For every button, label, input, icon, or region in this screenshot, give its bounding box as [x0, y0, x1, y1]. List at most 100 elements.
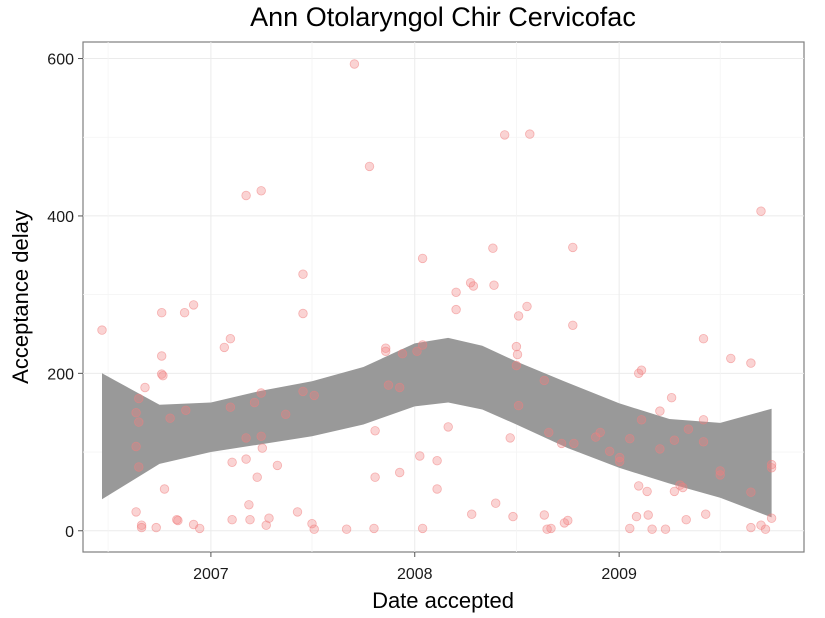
data-point: [625, 523, 635, 534]
data-point: [369, 523, 379, 534]
data-point: [412, 346, 422, 357]
data-point: [417, 253, 428, 264]
data-point: [395, 467, 405, 478]
data-point: [625, 434, 635, 444]
data-point: [669, 486, 680, 497]
data-point: [634, 481, 644, 491]
data-point: [227, 457, 237, 468]
data-point: [241, 433, 251, 443]
y-tick-label: 200: [47, 366, 74, 383]
data-point: [643, 510, 653, 520]
data-point: [245, 515, 255, 525]
x-tick-label: 2007: [193, 566, 229, 583]
data-point: [256, 388, 266, 398]
data-point: [539, 510, 550, 520]
points-layer: [97, 59, 777, 534]
data-point: [181, 405, 191, 416]
data-point: [309, 390, 319, 401]
data-point: [726, 353, 736, 364]
data-point: [701, 509, 711, 519]
data-point: [151, 522, 161, 533]
data-point: [595, 427, 605, 438]
data-point: [370, 426, 380, 436]
x-axis-ticks: 2007 2008 2009: [193, 552, 637, 583]
y-axis-ticks: 0 200 400 600: [47, 52, 83, 541]
data-point: [307, 519, 317, 529]
data-point: [604, 446, 615, 457]
data-point: [227, 515, 237, 525]
data-point: [489, 280, 499, 290]
x-tick-label: 2009: [601, 566, 637, 583]
data-point: [395, 382, 405, 393]
data-point: [252, 472, 262, 482]
data-point: [298, 308, 308, 319]
data-point: [136, 522, 147, 533]
data-point: [513, 400, 524, 411]
data-point: [261, 520, 271, 530]
data-point: [647, 524, 657, 534]
data-point: [415, 451, 425, 461]
data-point: [364, 161, 375, 172]
data-point: [241, 190, 251, 201]
data-point: [256, 431, 266, 442]
data-point: [642, 486, 652, 497]
data-point: [660, 524, 671, 534]
data-point: [636, 415, 647, 425]
data-point: [194, 523, 205, 534]
data-point: [746, 487, 756, 497]
data-point: [756, 206, 766, 216]
data-point: [241, 454, 251, 464]
data-point: [544, 427, 554, 438]
y-tick-label: 400: [47, 209, 74, 226]
data-point: [134, 417, 144, 427]
data-point: [563, 515, 573, 526]
data-point: [341, 524, 352, 534]
data-point: [698, 437, 709, 447]
data-point: [298, 386, 308, 397]
data-point: [511, 341, 522, 352]
data-point: [467, 509, 477, 519]
chart-title: Ann Otolaryngol Chir Cervicofac: [250, 2, 636, 32]
x-axis-title: Date accepted: [372, 588, 514, 613]
data-point: [569, 438, 579, 449]
confidence-band: [102, 337, 772, 518]
data-point: [249, 397, 260, 408]
data-point: [159, 484, 170, 494]
data-point: [225, 402, 236, 412]
data-point: [556, 438, 567, 449]
data-point: [370, 472, 380, 482]
data-point: [264, 513, 274, 523]
data-point: [746, 522, 756, 533]
data-point: [451, 304, 461, 315]
data-point: [766, 459, 777, 470]
data-point: [451, 287, 461, 298]
data-point: [281, 409, 291, 420]
data-point: [156, 308, 167, 318]
data-point: [165, 413, 175, 423]
y-tick-label: 0: [65, 524, 74, 541]
data-point: [715, 470, 725, 480]
data-point: [225, 334, 236, 344]
data-point: [766, 513, 777, 523]
data-point: [381, 346, 391, 357]
x-tick-label: 2008: [397, 566, 433, 583]
data-point: [156, 369, 167, 379]
data-point: [417, 523, 428, 534]
data-point: [655, 406, 665, 416]
data-point: [746, 358, 756, 368]
data-point: [257, 443, 268, 453]
data-point: [698, 334, 709, 344]
data-point: [140, 382, 150, 393]
y-axis-title: Acceptance delay: [8, 210, 33, 384]
data-point: [760, 524, 771, 534]
data-point: [698, 415, 709, 425]
data-point: [568, 320, 578, 331]
data-point: [683, 424, 694, 434]
data-point: [443, 422, 453, 432]
data-point: [655, 444, 665, 454]
data-point: [512, 349, 523, 360]
data-point: [468, 281, 479, 291]
data-point: [188, 300, 199, 310]
data-point: [500, 130, 510, 140]
